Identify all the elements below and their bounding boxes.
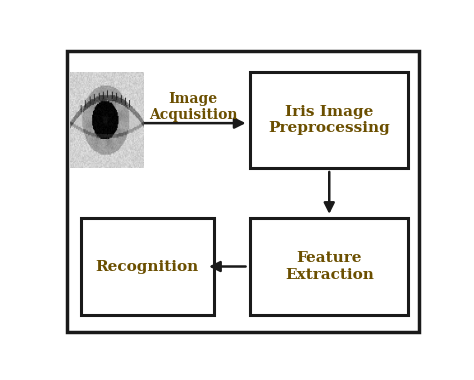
FancyBboxPatch shape: [66, 51, 419, 332]
FancyBboxPatch shape: [250, 218, 408, 315]
FancyBboxPatch shape: [82, 218, 213, 315]
Text: Image
Acquisition: Image Acquisition: [149, 92, 237, 122]
Text: Iris Image
Preprocessing: Iris Image Preprocessing: [268, 105, 390, 135]
FancyBboxPatch shape: [250, 72, 408, 168]
Text: Feature
Extraction: Feature Extraction: [285, 252, 374, 282]
Text: Recognition: Recognition: [96, 260, 199, 274]
